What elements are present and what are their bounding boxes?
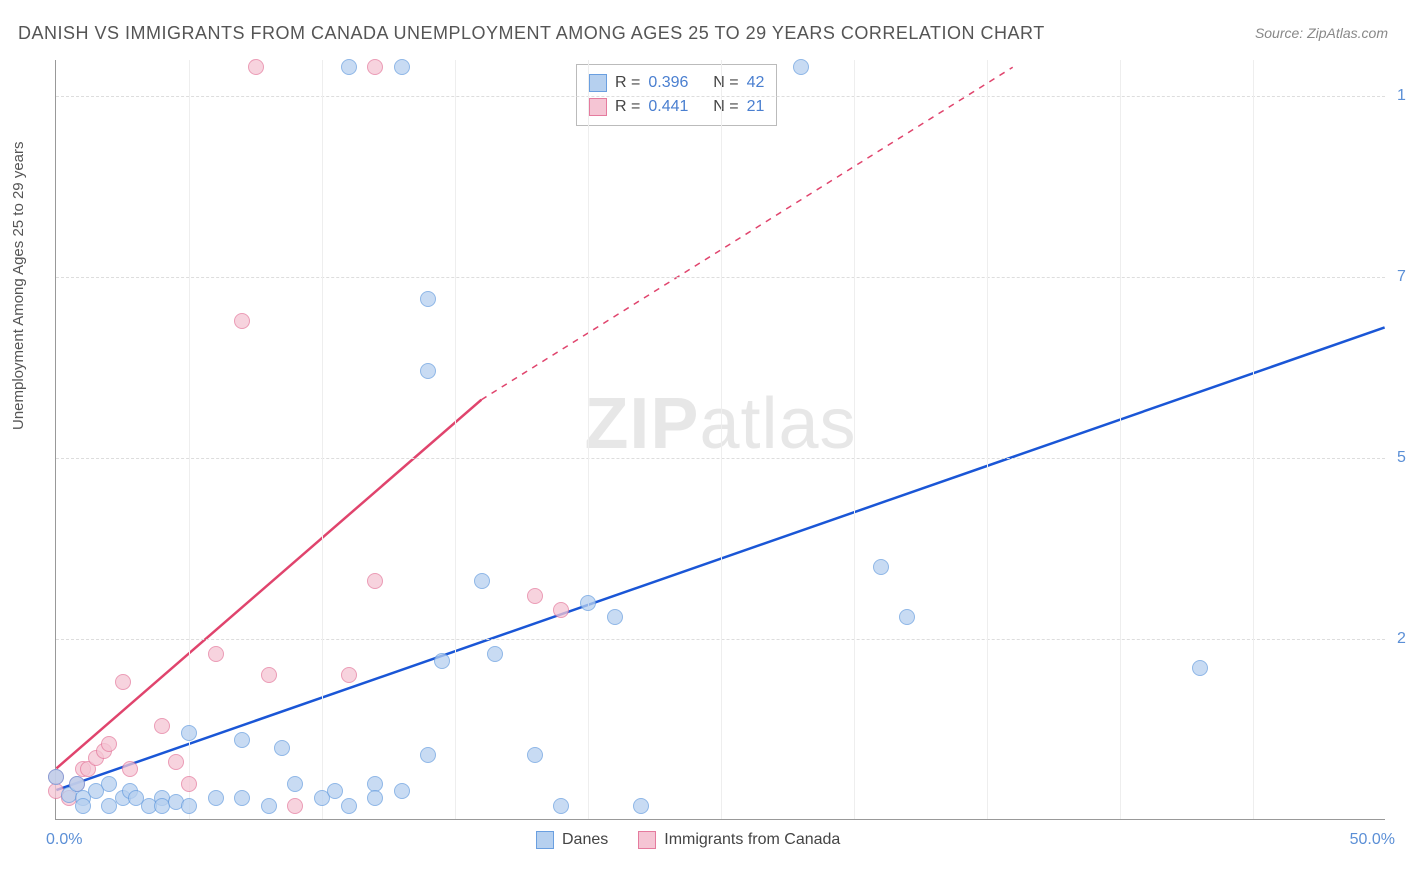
y-axis-label: Unemployment Among Ages 25 to 29 years [10,141,27,430]
data-point [553,798,569,814]
source-label: Source: ZipAtlas.com [1255,25,1388,41]
data-point [115,674,131,690]
data-point [580,595,596,611]
r-label: R = [615,71,640,95]
data-point [341,798,357,814]
title-bar: DANISH VS IMMIGRANTS FROM CANADA UNEMPLO… [18,18,1388,48]
n-value-danes: 42 [747,71,765,95]
watermark-bold: ZIP [584,384,699,464]
data-point [261,667,277,683]
data-point [208,790,224,806]
data-point [327,783,343,799]
gridline-v [987,60,988,819]
legend-label-immigrants: Immigrants from Canada [664,831,840,849]
chart-title: DANISH VS IMMIGRANTS FROM CANADA UNEMPLO… [18,23,1045,44]
stats-legend: R = 0.396 N = 42 R = 0.441 N = 21 [576,64,777,126]
data-point [48,769,64,785]
y-tick-label: 25.0% [1387,630,1406,648]
gridline-v [1120,60,1121,819]
data-point [367,573,383,589]
y-tick-label: 75.0% [1387,268,1406,286]
data-point [873,559,889,575]
n-label: N = [713,95,738,119]
gridline-v [721,60,722,819]
gridline-v [189,60,190,819]
legend-item-immigrants: Immigrants from Canada [638,831,840,849]
data-point [181,776,197,792]
data-point [474,573,490,589]
data-point [101,736,117,752]
stats-row-immigrants: R = 0.441 N = 21 [589,95,764,119]
gridline-v [455,60,456,819]
legend-label-danes: Danes [562,831,608,849]
data-point [75,798,91,814]
data-point [274,740,290,756]
n-value-immigrants: 21 [747,95,765,119]
data-point [394,783,410,799]
data-point [420,363,436,379]
data-point [899,609,915,625]
swatch-danes [536,831,554,849]
data-point [234,313,250,329]
data-point [527,747,543,763]
data-point [420,291,436,307]
gridline-v [322,60,323,819]
gridline-v [854,60,855,819]
data-point [122,761,138,777]
data-point [633,798,649,814]
gridline-v [588,60,589,819]
data-point [287,776,303,792]
data-point [234,790,250,806]
data-point [487,646,503,662]
data-point [261,798,277,814]
data-point [367,59,383,75]
plot-area: ZIPatlas R = 0.396 N = 42 R = 0.441 N = … [55,60,1385,820]
x-tick-label: 0.0% [46,831,82,849]
data-point [168,754,184,770]
legend-item-danes: Danes [536,831,608,849]
data-point [248,59,264,75]
series-legend: Danes Immigrants from Canada [536,831,840,849]
n-label: N = [713,71,738,95]
data-point [793,59,809,75]
data-point [367,790,383,806]
data-point [181,798,197,814]
y-tick-label: 100.0% [1387,87,1406,105]
data-point [420,747,436,763]
data-point [234,732,250,748]
r-value-danes: 0.396 [648,71,688,95]
data-point [527,588,543,604]
data-point [394,59,410,75]
stats-row-danes: R = 0.396 N = 42 [589,71,764,95]
swatch-immigrants [638,831,656,849]
r-label: R = [615,95,640,119]
data-point [208,646,224,662]
data-point [341,59,357,75]
gridline-v [1253,60,1254,819]
data-point [341,667,357,683]
watermark-thin: atlas [699,384,856,464]
data-point [1192,660,1208,676]
data-point [287,798,303,814]
data-point [101,776,117,792]
data-point [553,602,569,618]
x-tick-label: 50.0% [1350,831,1395,849]
swatch-danes [589,74,607,92]
data-point [69,776,85,792]
data-point [607,609,623,625]
r-value-immigrants: 0.441 [648,95,688,119]
data-point [181,725,197,741]
swatch-immigrants [589,98,607,116]
data-point [154,718,170,734]
y-tick-label: 50.0% [1387,449,1406,467]
data-point [434,653,450,669]
